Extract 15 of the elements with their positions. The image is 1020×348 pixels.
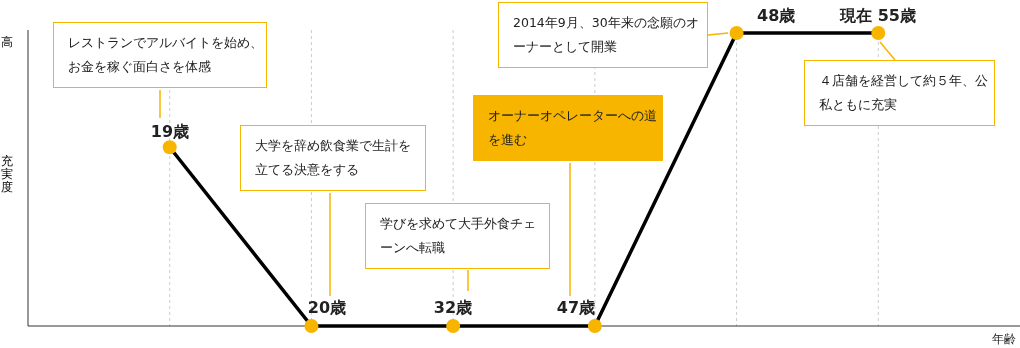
annotation: 20歳	[307, 298, 347, 317]
annotation: 32歳	[433, 298, 473, 317]
annotation: 学びを求めて大手外食チェーンへ転職	[365, 203, 550, 269]
annotation: 2014年9月、30年来の念願のオーナーとして開業	[498, 2, 708, 68]
annotation: 19歳	[150, 122, 190, 141]
annotation: 47歳	[556, 298, 596, 317]
text: 48歳	[757, 6, 796, 25]
text: 高	[1, 35, 13, 49]
annotation: ４店舗を経営して約５年、公私ともに充実	[804, 60, 995, 126]
text: 年齢	[992, 332, 1016, 346]
annotation: レストランでアルバイトを始め、お金を稼ぐ面白さを体感	[53, 22, 267, 88]
text: 充実度	[1, 154, 13, 194]
annotation: オーナーオペレーターへの道を進む	[473, 95, 663, 161]
text: 現在 55歳	[839, 6, 916, 25]
annotation: 大学を辞め飲食業で生計を立てる決意をする	[240, 125, 426, 191]
